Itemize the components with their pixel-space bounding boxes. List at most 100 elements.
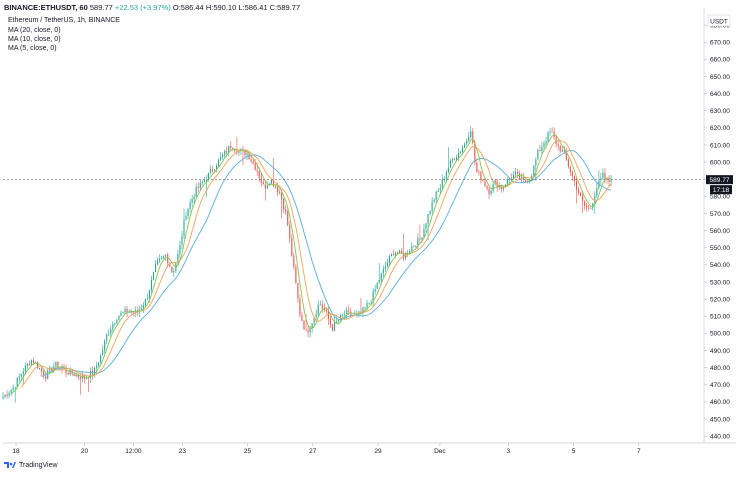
candle-body [429, 211, 431, 215]
branding[interactable]: TradingView [4, 461, 58, 469]
candle-body [197, 186, 199, 189]
candle-body [466, 140, 468, 144]
price-tick-label: 460.00 [710, 399, 730, 406]
candle-body [580, 193, 582, 196]
candle-body [370, 302, 372, 304]
candle-body [474, 142, 476, 163]
candle-body [470, 131, 472, 138]
ma10-line [20, 140, 612, 388]
candle-body [146, 298, 148, 300]
candle-body [514, 171, 517, 175]
candle-body [258, 171, 260, 178]
candle-body [157, 260, 159, 265]
candle-body [543, 143, 545, 147]
candle-body [144, 299, 146, 306]
candle-body [47, 370, 49, 379]
currency-label: USDT [710, 19, 728, 26]
candle-body [205, 180, 207, 181]
candle-body [209, 169, 211, 173]
candle-body [220, 157, 222, 160]
time-tick-label: 25 [244, 448, 252, 455]
chart-subtitle: Ethereum / TetherUS, 1h, BINANCE [8, 17, 120, 24]
indicator-ma5-label[interactable]: MA (5, close, 0) [8, 45, 57, 52]
candle-body [81, 375, 83, 379]
price-tick-label: 560.00 [710, 228, 730, 235]
candle-body [551, 131, 553, 133]
candle-body [276, 187, 279, 193]
candle-body [486, 186, 488, 189]
candle-body [226, 151, 228, 153]
candle-body [179, 244, 181, 254]
indicator-ma10-label[interactable]: MA (10, close, 0) [8, 36, 61, 43]
candle-body [301, 315, 303, 321]
candle-body [366, 303, 368, 308]
candle-body [165, 254, 167, 257]
candle-body [610, 179, 612, 182]
price-tick-label: 540.00 [710, 262, 730, 269]
candle-body [303, 320, 305, 330]
candle-body [293, 255, 295, 267]
candle-body [539, 150, 541, 152]
candle-body [274, 186, 277, 188]
candle-body [390, 254, 392, 257]
candle-body [230, 146, 232, 148]
candle-body [437, 190, 439, 192]
candle-body [590, 207, 592, 209]
candle-body [57, 361, 59, 369]
time-tick-label: 12:00 [125, 448, 142, 455]
candle-body [386, 262, 388, 267]
price-tick-label: 670.00 [710, 40, 730, 47]
candle-body [287, 211, 289, 226]
candle-body [4, 394, 6, 397]
candle-body [285, 209, 287, 212]
candle-body [561, 150, 563, 152]
candle-body [236, 150, 238, 153]
candle-body [39, 368, 41, 370]
candle-body [584, 201, 586, 206]
indicator-ma20-label[interactable]: MA (20, close, 0) [8, 27, 61, 34]
candle-body [362, 307, 364, 313]
candle-body [218, 159, 220, 166]
candle-body [384, 266, 386, 269]
candle-body [264, 184, 266, 189]
candle-body [382, 268, 384, 274]
time-tick-label: 5 [572, 448, 576, 455]
candle-body [93, 367, 96, 375]
candle-body [79, 376, 81, 379]
candle-body [116, 319, 118, 324]
candle-body [557, 144, 559, 146]
candle-body [464, 143, 466, 148]
candle-body [571, 172, 573, 176]
candle-body [228, 146, 230, 153]
candle-body [508, 178, 510, 180]
candle-body [32, 360, 35, 363]
candle-body [24, 365, 26, 372]
candle-body [596, 187, 598, 196]
candle-body [159, 258, 161, 261]
candle-body [246, 153, 248, 156]
candle-body [510, 178, 512, 180]
candle-body [108, 333, 110, 335]
candle-body [372, 291, 374, 303]
candle-body [523, 176, 525, 180]
candle-body [415, 246, 417, 247]
candle-body [421, 237, 423, 240]
candle-body [378, 280, 380, 283]
open-value: O:586.44 [172, 3, 204, 12]
candle-body [476, 162, 478, 172]
candle-body [126, 308, 128, 313]
candle-body [344, 313, 346, 315]
candle-body [588, 207, 590, 209]
candle-body [26, 364, 28, 366]
last-price-badge [706, 175, 733, 185]
symbol-label[interactable]: BINANCE:ETHUSDT, 60 [4, 3, 88, 12]
candle-body [244, 149, 246, 156]
candle-body [140, 307, 142, 310]
candle-body [20, 373, 22, 377]
candle-body [573, 175, 576, 182]
candle-body [98, 362, 100, 366]
candle-body [431, 201, 433, 212]
candle-body [14, 386, 16, 388]
candle-body [18, 376, 20, 378]
